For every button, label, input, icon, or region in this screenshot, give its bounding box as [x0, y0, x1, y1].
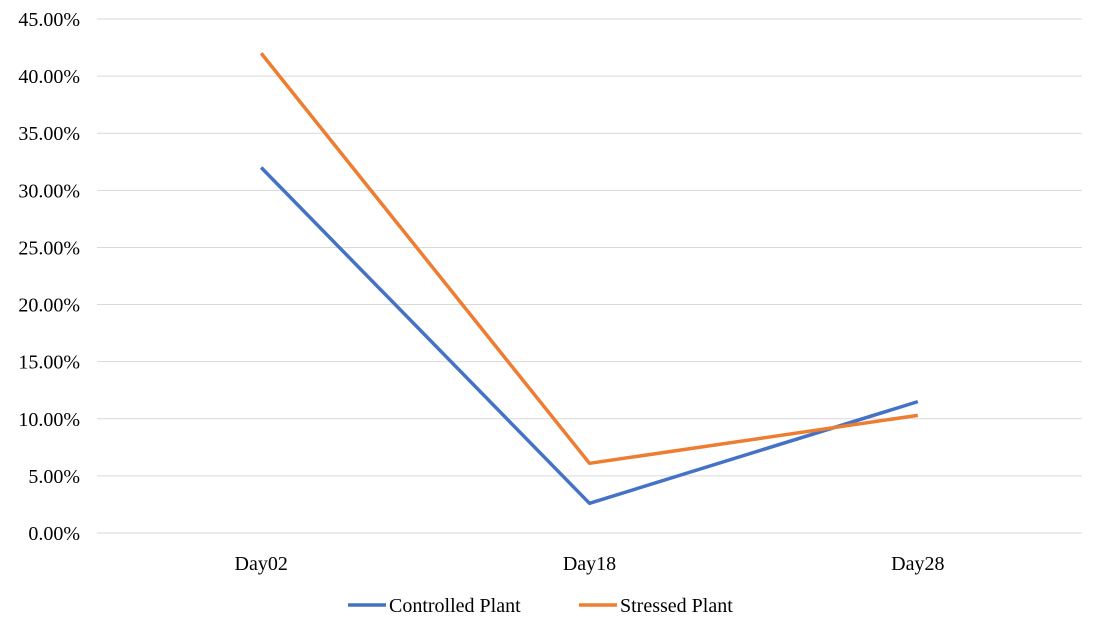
y-tick-label: 25.00% [18, 237, 80, 259]
x-tick-label: Day02 [235, 553, 288, 575]
x-tick-label: Day28 [891, 553, 944, 575]
series-line-controlled-plant [259, 166, 919, 506]
x-tick-label: Day18 [563, 553, 616, 575]
legend-label: Controlled Plant [389, 595, 521, 617]
x-axis-tick-labels: Day02 Day18 Day28 [235, 553, 945, 575]
series-line-stressed-plant [259, 52, 919, 466]
series-lines [259, 52, 919, 506]
gridlines [97, 18, 1082, 534]
y-tick-label: 5.00% [28, 466, 80, 488]
y-tick-label: 35.00% [18, 123, 80, 145]
y-tick-label: 15.00% [18, 352, 80, 374]
y-tick-label: 40.00% [18, 66, 80, 88]
y-tick-label: 45.00% [18, 9, 80, 31]
y-tick-label: 20.00% [18, 295, 80, 317]
legend: Controlled Plant Stressed Plant [348, 595, 733, 617]
y-tick-label: 10.00% [18, 409, 80, 431]
legend-label: Stressed Plant [620, 595, 733, 617]
y-tick-label: 0.00% [28, 523, 80, 545]
y-axis-tick-labels: 0.00% 5.00% 10.00% 15.00% 20.00% 25.00% 30.00%… [18, 9, 80, 545]
y-tick-label: 30.00% [18, 180, 80, 202]
